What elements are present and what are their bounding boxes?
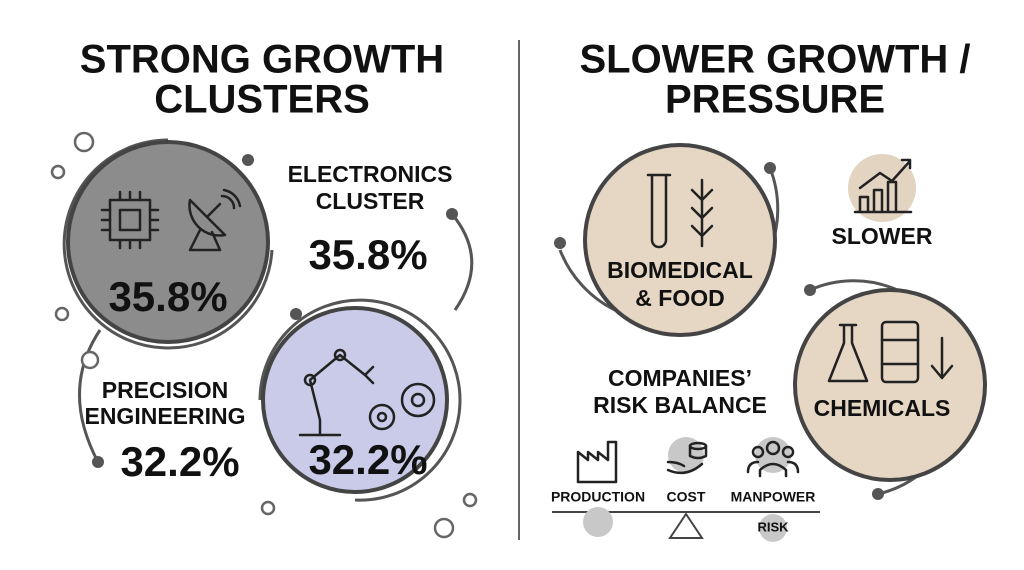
electronics-circle-part-part <box>220 188 242 210</box>
right-title: PRESSURE <box>665 78 885 122</box>
precision-circle-part-part <box>368 403 396 431</box>
electronics-circle-part <box>100 190 160 250</box>
precision-circle-part-part <box>400 382 436 418</box>
precision-circle-part-part <box>303 373 317 387</box>
precision-circle-part <box>298 348 375 437</box>
electronics-circle-part <box>62 138 274 350</box>
left-title: STRONG GROWTH <box>80 38 444 82</box>
risk-icons-part-part <box>781 445 795 459</box>
risk-icons <box>552 437 820 542</box>
biomedical-circle-part <box>554 237 566 249</box>
electronics-circle-part-part <box>205 202 222 219</box>
biomedical-circle-part <box>764 162 776 174</box>
biomedical-circle-part-part <box>690 178 714 248</box>
connector-part <box>290 308 302 320</box>
decor-part <box>260 500 276 516</box>
risk-icons-part-part <box>576 440 618 484</box>
risk-icons-part <box>668 512 704 539</box>
electronics-circle <box>62 138 274 350</box>
electronics-circle-part <box>66 140 270 344</box>
risk-balance-title: RISK BALANCE <box>593 392 767 418</box>
chemicals-circle-part-part <box>930 336 954 380</box>
biomedical-circle-part <box>646 173 714 249</box>
precision-circle-part <box>258 298 462 502</box>
risk-icons-part <box>759 514 787 542</box>
risk-icons-part <box>666 441 708 475</box>
slower-icon-part-part <box>853 158 913 214</box>
decor-part <box>80 350 100 370</box>
precision-circle-part-part <box>376 411 388 423</box>
chemicals-circle-part <box>804 284 816 296</box>
connector-part <box>450 213 474 311</box>
biomedical-label: & FOOD <box>635 285 724 311</box>
chemicals-circle-part <box>827 320 954 384</box>
precision-circle-part-part <box>298 353 367 437</box>
decor <box>50 131 478 539</box>
precision-circle-part <box>261 306 449 494</box>
risk-icons-part-part <box>688 444 708 460</box>
risk-item: MANPOWER <box>731 489 816 505</box>
risk-icons-part-part <box>666 460 704 475</box>
risk-pivot-label: RISK <box>757 519 789 534</box>
biomedical-circle-part-part <box>646 173 672 249</box>
electronics-label: ELECTRONICS <box>288 161 453 187</box>
electronics-label: CLUSTER <box>316 188 425 214</box>
precision-circle-part-part <box>363 365 375 385</box>
decor-part <box>54 306 70 322</box>
connector-part <box>446 208 458 220</box>
risk-item: COST <box>667 489 706 505</box>
risk-icons-part-part <box>746 460 800 478</box>
electronics-circle-part-part <box>100 190 160 250</box>
chemicals-circle-part <box>872 488 884 500</box>
precision-value: 32.2% <box>120 438 239 485</box>
electronics-circle-part-part <box>118 208 142 232</box>
precision-label: ENGINEERING <box>84 403 245 429</box>
right-title: SLOWER GROWTH / <box>579 38 970 82</box>
risk-icons-part-part <box>751 445 765 459</box>
decor-part <box>73 131 95 153</box>
precision-circle-part-part <box>333 348 347 362</box>
precision-circle-value: 32.2% <box>308 436 427 483</box>
biomedical-circle <box>554 143 780 337</box>
electronics-circle-part-part <box>188 198 227 237</box>
electronics-circle-part <box>188 188 242 252</box>
left-title: CLUSTERS <box>154 78 370 122</box>
connector <box>78 208 474 468</box>
electronics-circle-part-part <box>188 228 222 252</box>
chemicals-label: CHEMICALS <box>814 395 951 421</box>
risk-icons-part <box>583 507 613 537</box>
connector-part <box>78 329 102 463</box>
precision-circle <box>258 298 462 502</box>
electronics-circle-value: 35.8% <box>108 273 227 320</box>
precision-circle-part-part <box>410 392 426 408</box>
risk-icons-part-part <box>765 440 781 456</box>
precision-label: PRECISION <box>102 377 229 403</box>
biomedical-label: BIOMEDICAL <box>607 257 753 283</box>
chemicals-circle-part-part <box>827 323 869 383</box>
decor-part <box>433 517 455 539</box>
slower-label: SLOWER <box>832 223 933 249</box>
chemicals-circle <box>793 279 987 500</box>
risk-balance-title: COMPANIES’ <box>608 365 752 391</box>
connector-part <box>92 456 104 468</box>
slower-icon <box>848 154 916 222</box>
chemicals-circle-part-part <box>880 320 920 384</box>
chemicals-circle-part <box>793 288 987 482</box>
decor-part <box>462 492 478 508</box>
risk-icons-part <box>746 440 800 478</box>
slower-icon-part <box>853 158 913 214</box>
risk-icons-part <box>576 440 618 484</box>
decor-part <box>50 164 66 180</box>
electronics-value: 35.8% <box>308 231 427 278</box>
precision-circle-part <box>368 382 436 431</box>
slower-icon-part <box>848 154 916 222</box>
chemicals-circle-part-part <box>880 338 920 366</box>
electronics-circle-part <box>242 154 254 166</box>
biomedical-circle-part <box>583 143 777 337</box>
risk-item: PRODUCTION <box>551 489 645 505</box>
